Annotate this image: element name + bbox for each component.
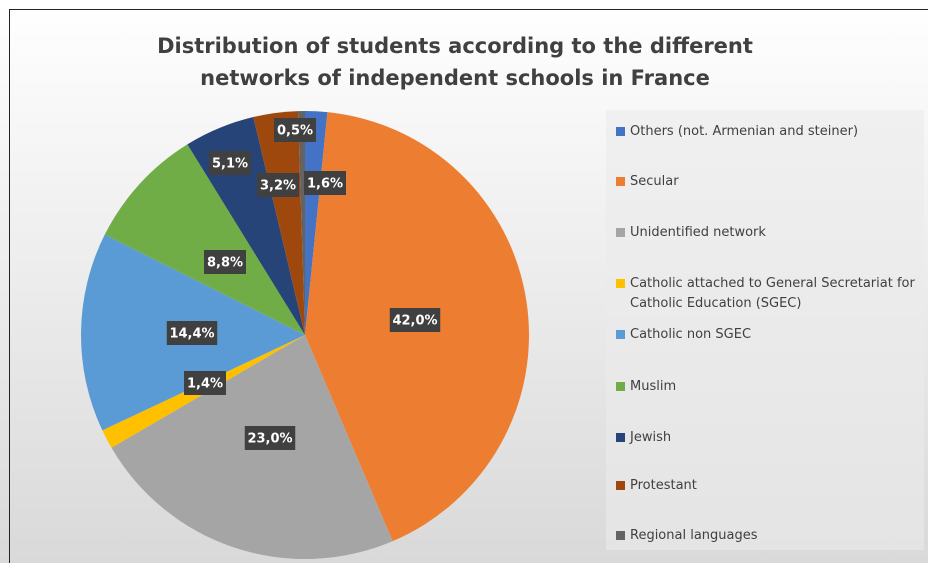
legend-label: Unidentified network [630, 225, 766, 240]
data-label: 14,4% [169, 327, 214, 342]
legend-swatch [616, 228, 625, 237]
data-label: 42,0% [392, 314, 437, 329]
pie-slice [104, 144, 306, 335]
data-label-box [184, 371, 226, 395]
legend-swatch [616, 279, 625, 288]
legend-item: Catholic non SGEC [616, 325, 928, 345]
legend-swatch [616, 531, 625, 540]
legend-label: Regional languages [630, 528, 758, 543]
data-label: 8,8% [207, 256, 243, 271]
data-label-box [166, 321, 218, 345]
data-label-box [209, 151, 251, 175]
legend-swatch [616, 382, 625, 391]
legend-label: Protestant [630, 478, 697, 493]
legend-swatch [616, 433, 625, 442]
chart-title: Distribution of students according to th… [157, 34, 753, 90]
data-label-box [304, 171, 346, 195]
legend-label: Catholic attached to General Secretariat… [630, 276, 915, 311]
data-label-box [274, 118, 316, 142]
data-label: 1,6% [307, 177, 343, 192]
legend-item: Regional languages [616, 526, 928, 546]
legend-label: Muslim [630, 379, 677, 394]
legend-swatch [616, 330, 625, 339]
legend-item: Protestant [616, 476, 928, 496]
legend-swatch [616, 177, 625, 186]
legend-label: Secular [630, 174, 679, 189]
data-label-box [257, 173, 299, 197]
legend-item: Secular [616, 172, 928, 192]
data-label-box [244, 426, 296, 450]
border [9, 9, 928, 563]
data-label: 0,5% [277, 124, 313, 139]
data-label: 5,1% [212, 157, 248, 172]
pie-slice [253, 111, 305, 335]
data-label-box [389, 308, 441, 332]
legend-label: Others (not. Armenian and steiner) [630, 124, 859, 139]
legend: Others (not. Armenian and steiner) Secula… [606, 110, 924, 550]
data-label-box [204, 250, 246, 274]
legend-label: Jewish [630, 430, 672, 445]
legend-label: Catholic non SGEC [630, 327, 752, 342]
legend-swatch [616, 127, 625, 136]
legend-swatch [616, 481, 625, 490]
legend-item: Catholic attached to General Secretariat… [616, 274, 928, 314]
pie-slice [297, 111, 305, 335]
data-label: 1,4% [187, 377, 223, 392]
pie-slice [305, 111, 328, 335]
data-label: 23,0% [247, 432, 292, 447]
legend-item: Others (not. Armenian and steiner) [616, 122, 928, 142]
legend-item: Unidentified network [616, 223, 928, 243]
data-label: 3,2% [260, 179, 296, 194]
legend-item: Jewish [616, 428, 928, 448]
legend-item: Muslim [616, 377, 928, 397]
